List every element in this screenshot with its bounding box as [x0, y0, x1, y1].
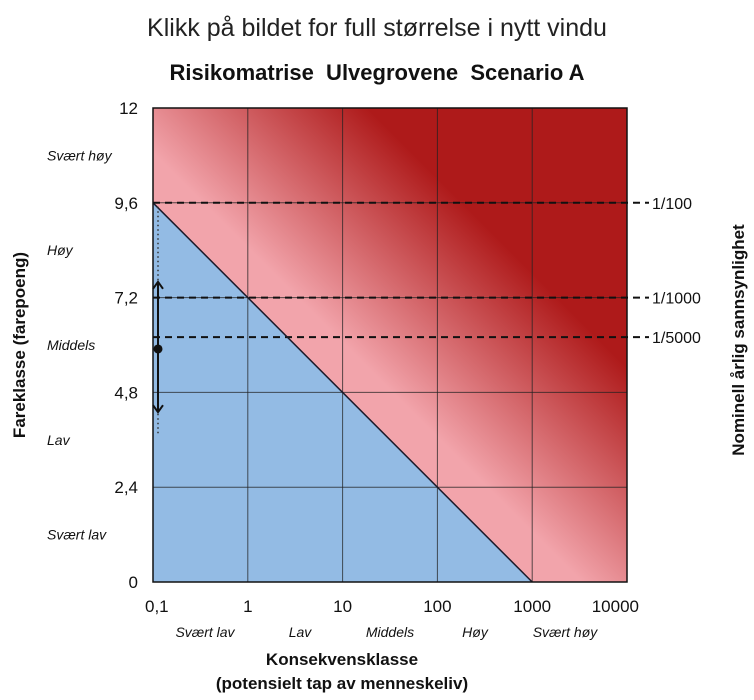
x-tick-label: 100 — [423, 597, 451, 616]
y-band-labels: Svært lav Lav Middels Høy Svært høy — [47, 147, 113, 542]
x-axis-label-sub: (potensielt tap av menneskeliv) — [216, 674, 468, 693]
y-band-label: Høy — [47, 242, 74, 258]
x-tick-label: 10000 — [592, 597, 639, 616]
x-band-labels: Svært lav Lav Middels Høy Svært høy — [175, 624, 598, 640]
y-tick-label: 7,2 — [114, 289, 138, 308]
y2-axis-label: Nominell årlig sannsynlighet — [729, 224, 748, 456]
x-band-label: Middels — [366, 624, 414, 640]
x-tick-label: 1 — [243, 597, 252, 616]
probability-label: 1/5000 — [652, 330, 701, 347]
y-tick-label: 0 — [129, 573, 138, 592]
x-band-label: Lav — [289, 624, 313, 640]
y-band-label: Svært lav — [47, 527, 107, 543]
y-band-label: Svært høy — [47, 147, 113, 163]
chart-title: Risikomatrise Ulvegrovene Scenario A — [170, 60, 585, 85]
scenario-marker — [152, 206, 164, 436]
x-band-label: Svært høy — [533, 624, 599, 640]
x-tick-label: 1000 — [513, 597, 551, 616]
x-band-label: Svært lav — [175, 624, 235, 640]
x-tick-label: 0,1 — [145, 597, 169, 616]
marker-arrow-up — [152, 280, 164, 290]
x-axis-ticks: 0,1 1 10 100 1000 10000 — [145, 597, 639, 616]
marker-point — [153, 344, 163, 354]
probability-lines — [153, 201, 649, 339]
plot-area — [152, 107, 649, 583]
y-tick-label: 9,6 — [114, 194, 138, 213]
image-caption[interactable]: Klikk på bildet for full størrelse i nyt… — [147, 14, 607, 42]
probability-labels: 1/100 1/1000 1/5000 — [652, 196, 701, 347]
y-tick-label: 4,8 — [114, 383, 138, 402]
y-tick-label: 2,4 — [114, 478, 138, 497]
y-axis-ticks: 0 2,4 4,8 7,2 9,6 12 — [114, 99, 138, 592]
y-tick-label: 12 — [119, 99, 138, 118]
x-tick-label: 10 — [333, 597, 352, 616]
probability-label: 1/1000 — [652, 291, 701, 308]
marker-arrow-down — [152, 404, 164, 414]
x-axis-label: Konsekvensklasse — [266, 650, 418, 669]
risk-boundary-line — [152, 202, 533, 583]
y-band-label: Middels — [47, 337, 95, 353]
y-axis-label: Fareklasse (farepoeng) — [10, 252, 29, 438]
y-band-label: Lav — [47, 432, 71, 448]
x-band-label: Høy — [462, 624, 489, 640]
plot-frame — [152, 107, 628, 583]
probability-label: 1/100 — [652, 196, 692, 213]
